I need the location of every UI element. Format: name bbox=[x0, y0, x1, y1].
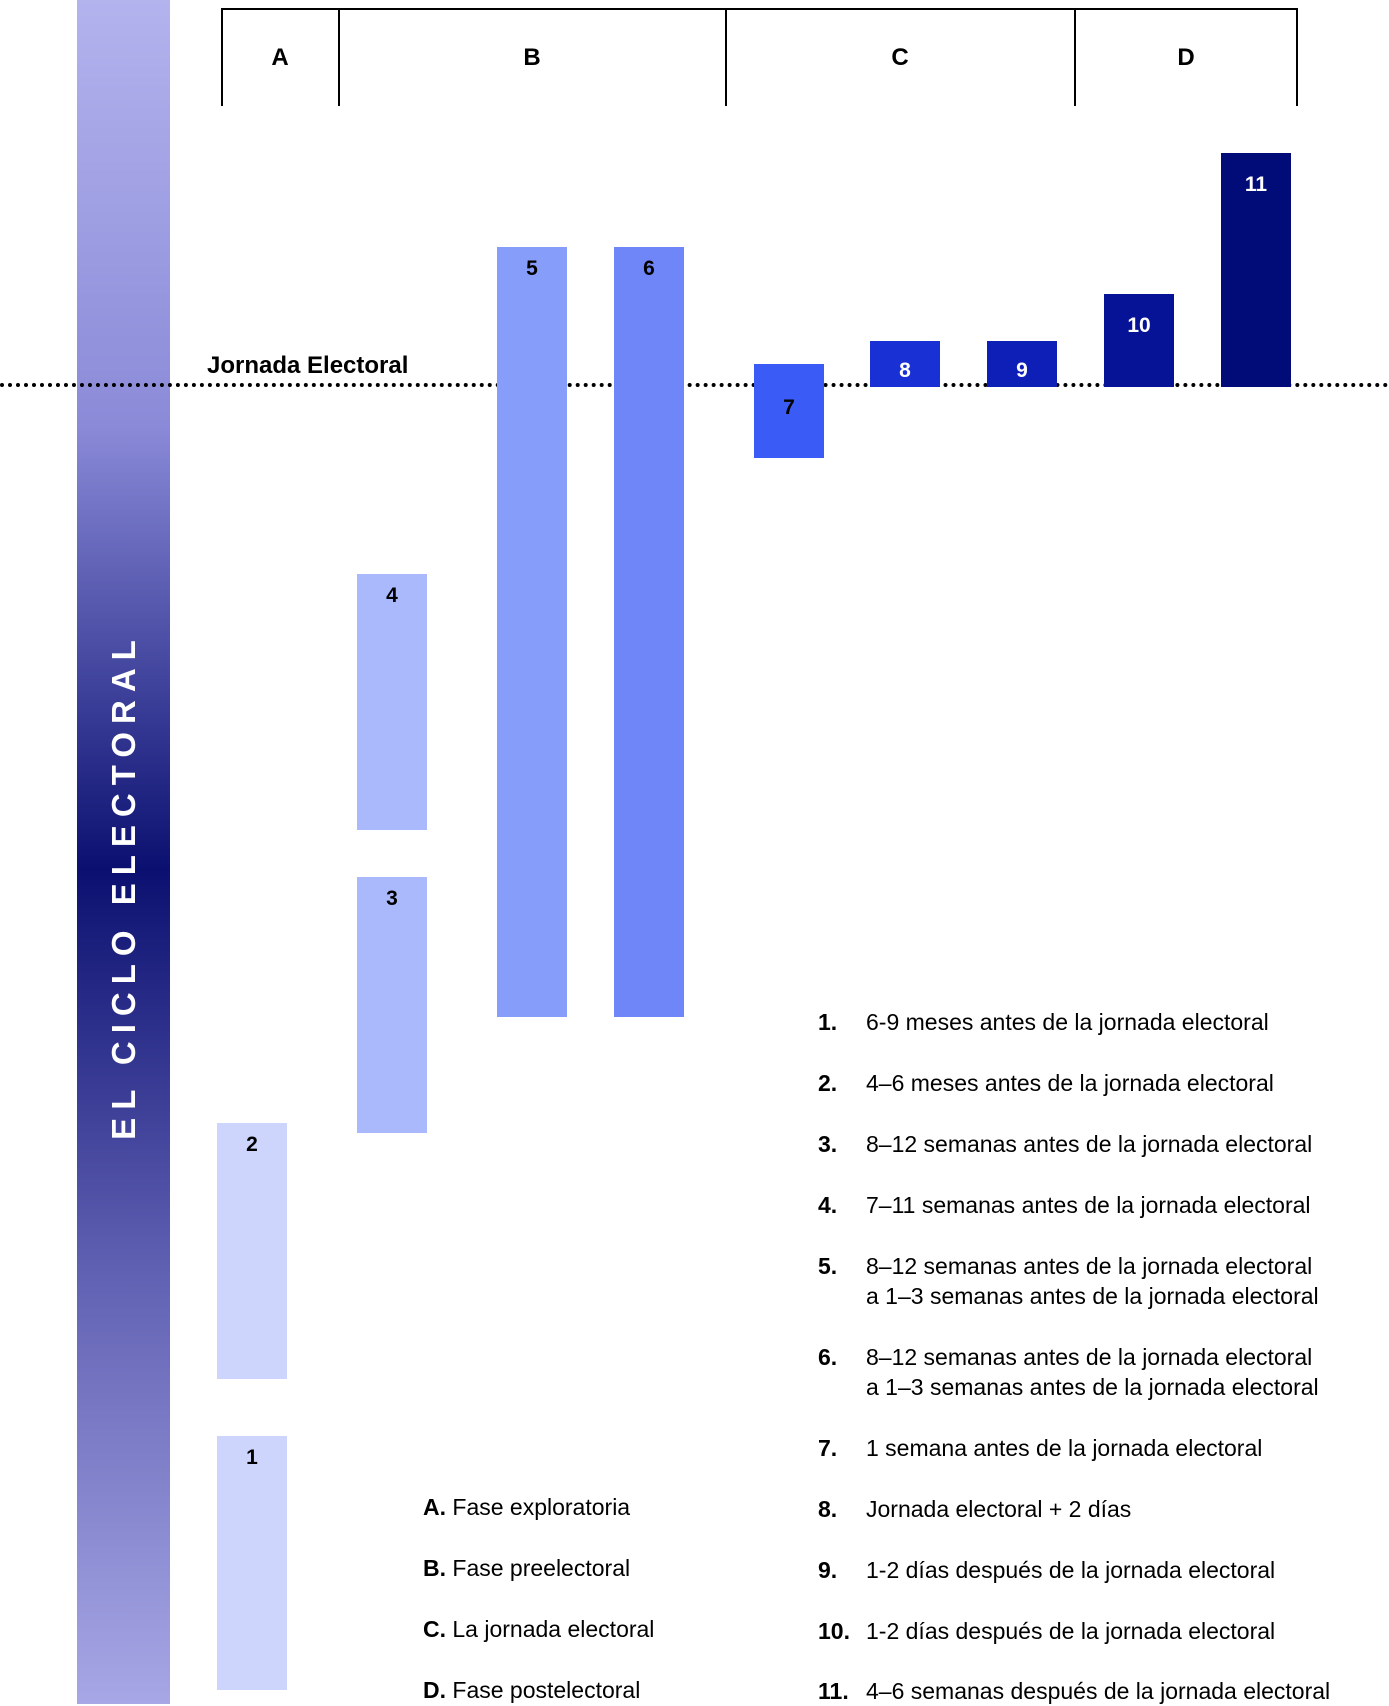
legend-text: Fase postelectoral bbox=[452, 1677, 641, 1703]
legend-step-item: 3. 8–12 semanas antes de la jornada elect… bbox=[818, 1129, 1312, 1159]
bar-7: 7 bbox=[754, 364, 824, 458]
legend-text: Jornada electoral + 2 días bbox=[866, 1496, 1132, 1522]
legend-step-item: 11. 4–6 semanas después de la jornada ele… bbox=[818, 1676, 1330, 1706]
legend-text: 8–12 semanas antes de la jornada elector… bbox=[866, 1131, 1313, 1157]
legend-text: 1-2 días después de la jornada electoral bbox=[866, 1557, 1276, 1583]
phase-header-line bbox=[221, 8, 1298, 10]
bar-9: 9 bbox=[987, 341, 1057, 387]
bar-3: 3 bbox=[357, 877, 427, 1133]
legend-step-item: 6. 8–12 semanas antes de la jornada elect… bbox=[818, 1342, 1319, 1402]
phase-label-d: D bbox=[1177, 44, 1195, 71]
legend-key: 4. bbox=[818, 1192, 838, 1218]
bar-label: 7 bbox=[783, 396, 795, 419]
bar-1: 1 bbox=[217, 1436, 287, 1690]
legend-text: 1 semana antes de la jornada electoral bbox=[866, 1435, 1263, 1461]
legend-step-item: 10. 1-2 días después de la jornada electo… bbox=[818, 1616, 1275, 1646]
legend-text: 6-9 meses antes de la jornada electoral bbox=[866, 1009, 1269, 1035]
legend-text: 1-2 días después de la jornada electoral bbox=[866, 1618, 1276, 1644]
legend-key: C. bbox=[423, 1616, 446, 1642]
phase-label-b: B bbox=[523, 44, 541, 71]
bar-8: 8 bbox=[870, 341, 940, 387]
bar-label: 6 bbox=[643, 257, 655, 280]
legend-phase-item: B. Fase preelectoral bbox=[423, 1553, 630, 1583]
legend-key: 2. bbox=[818, 1070, 838, 1096]
bar-10: 10 bbox=[1104, 294, 1174, 387]
bar-label: 3 bbox=[386, 887, 398, 910]
phase-label-a: A bbox=[271, 44, 289, 71]
legend-phase-item: D. Fase postelectoral bbox=[423, 1675, 640, 1705]
legend-key: B. bbox=[423, 1555, 446, 1581]
election-day-line bbox=[0, 383, 1389, 387]
bar-5: 5 bbox=[497, 247, 567, 1017]
legend-text: Fase preelectoral bbox=[452, 1555, 631, 1581]
legend-key: 9. bbox=[818, 1557, 838, 1583]
election-day-label: Jornada Electoral bbox=[207, 352, 409, 379]
legend-text: Fase exploratoria bbox=[452, 1494, 631, 1520]
legend-step-item: 7. 1 semana antes de la jornada electoral bbox=[818, 1433, 1262, 1463]
legend-key: 3. bbox=[818, 1131, 838, 1157]
phase-divider bbox=[725, 8, 727, 106]
legend-text: 8–12 semanas antes de la jornada elector… bbox=[866, 1253, 1313, 1279]
legend-key: 11. bbox=[818, 1678, 849, 1704]
legend-phase-item: C. La jornada electoral bbox=[423, 1614, 654, 1644]
bar-11: 11 bbox=[1221, 153, 1291, 387]
legend-phase-item: A. Fase exploratoria bbox=[423, 1492, 630, 1522]
legend-key: 8. bbox=[818, 1496, 838, 1522]
legend-step-item: 5. 8–12 semanas antes de la jornada elect… bbox=[818, 1251, 1319, 1311]
bar-label: 4 bbox=[386, 584, 398, 607]
phase-divider bbox=[338, 8, 340, 106]
legend-key: 10. bbox=[818, 1618, 850, 1644]
bar-label: 11 bbox=[1244, 173, 1268, 196]
legend-key: A. bbox=[423, 1494, 446, 1520]
bar-2: 2 bbox=[217, 1123, 287, 1379]
legend-text: 4–6 meses antes de la jornada electoral bbox=[866, 1070, 1274, 1096]
legend-key: 7. bbox=[818, 1435, 838, 1461]
bar-label: 2 bbox=[246, 1133, 258, 1156]
bar-label: 5 bbox=[526, 257, 538, 280]
legend-text: a 1–3 semanas antes de la jornada electo… bbox=[866, 1283, 1319, 1309]
phase-label-c: C bbox=[891, 44, 909, 71]
sidebar-band: EL CICLO ELECTORAL bbox=[77, 0, 170, 1704]
phase-divider bbox=[221, 8, 223, 106]
legend-key: D. bbox=[423, 1677, 446, 1703]
legend-text: 4–6 semanas después de la jornada electo… bbox=[866, 1678, 1331, 1704]
phase-divider bbox=[1074, 8, 1076, 106]
bar-label: 8 bbox=[899, 359, 911, 382]
legend-step-item: 9. 1-2 días después de la jornada elector… bbox=[818, 1555, 1275, 1585]
legend-text: a 1–3 semanas antes de la jornada electo… bbox=[866, 1374, 1319, 1400]
legend-text: 7–11 semanas antes de la jornada elector… bbox=[866, 1192, 1311, 1218]
bar-4: 4 bbox=[357, 574, 427, 830]
legend-key: 1. bbox=[818, 1009, 838, 1035]
legend-step-item: 1. 6-9 meses antes de la jornada electora… bbox=[818, 1007, 1269, 1037]
legend-step-item: 2. 4–6 meses antes de la jornada electora… bbox=[818, 1068, 1274, 1098]
bar-label: 10 bbox=[1127, 314, 1151, 337]
legend-text: La jornada electoral bbox=[452, 1616, 655, 1642]
phase-divider bbox=[1296, 8, 1298, 106]
legend-text: 8–12 semanas antes de la jornada elector… bbox=[866, 1344, 1313, 1370]
legend-key: 5. bbox=[818, 1253, 838, 1279]
legend-key: 6. bbox=[818, 1344, 838, 1370]
legend-step-item: 8. Jornada electoral + 2 días bbox=[818, 1494, 1131, 1524]
sidebar-title: EL CICLO ELECTORAL bbox=[104, 632, 142, 1140]
bar-6: 6 bbox=[614, 247, 684, 1017]
bar-label: 1 bbox=[246, 1446, 258, 1469]
legend-step-item: 4. 7–11 semanas antes de la jornada elect… bbox=[818, 1190, 1311, 1220]
bar-label: 9 bbox=[1016, 359, 1028, 382]
